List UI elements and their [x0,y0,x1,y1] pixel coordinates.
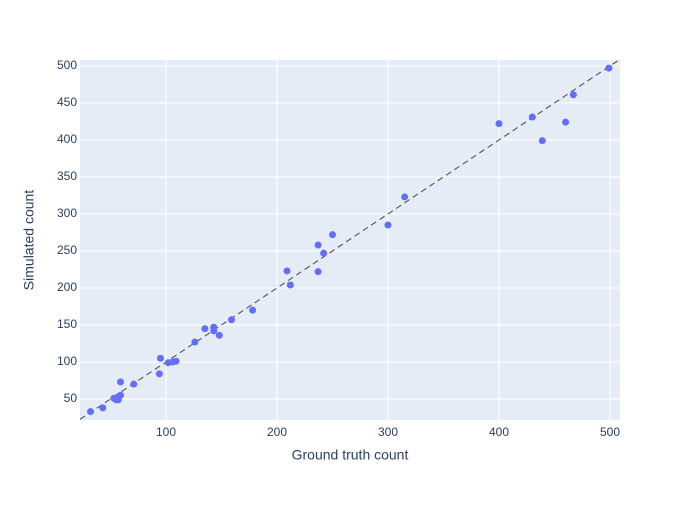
point [329,231,337,239]
y-tick-label: 300 [57,206,77,220]
point [286,281,294,289]
y-tick-label: 450 [57,95,77,109]
x-tick-label: 200 [267,425,287,439]
point [314,241,322,249]
point [130,380,138,388]
point [114,396,122,404]
y-tick-label: 400 [57,132,77,146]
point [215,331,223,339]
point [201,325,209,333]
y-tick-label: 250 [57,243,77,257]
point [495,120,503,128]
point [87,408,95,416]
x-tick-label: 500 [600,425,620,439]
point [156,354,164,362]
point [155,370,163,378]
point [314,268,322,276]
point [172,357,180,365]
point [605,64,613,72]
x-tick-label: 300 [378,425,398,439]
x-tick-label: 400 [489,425,509,439]
x-tick-label: 100 [156,425,176,439]
point [569,91,577,99]
point [528,113,536,121]
x-axis-title: Ground truth count [292,447,409,463]
y-tick-label: 200 [57,280,77,294]
point [401,193,409,201]
point [384,221,392,229]
point [283,267,291,275]
point [249,306,257,314]
reference-line [79,59,620,420]
y-tick-label: 350 [57,169,77,183]
point [320,249,328,257]
point [117,378,125,386]
y-tick-label: 100 [57,354,77,368]
point [562,118,570,126]
y-tick-label: 150 [57,317,77,331]
point [228,316,236,324]
point [191,338,199,346]
plot-area [80,60,620,420]
point [210,327,218,335]
point [538,137,546,145]
y-tick-label: 500 [57,58,77,72]
y-axis-title: Simulated count [21,190,37,291]
point [99,404,107,412]
y-tick-label: 50 [64,391,78,405]
